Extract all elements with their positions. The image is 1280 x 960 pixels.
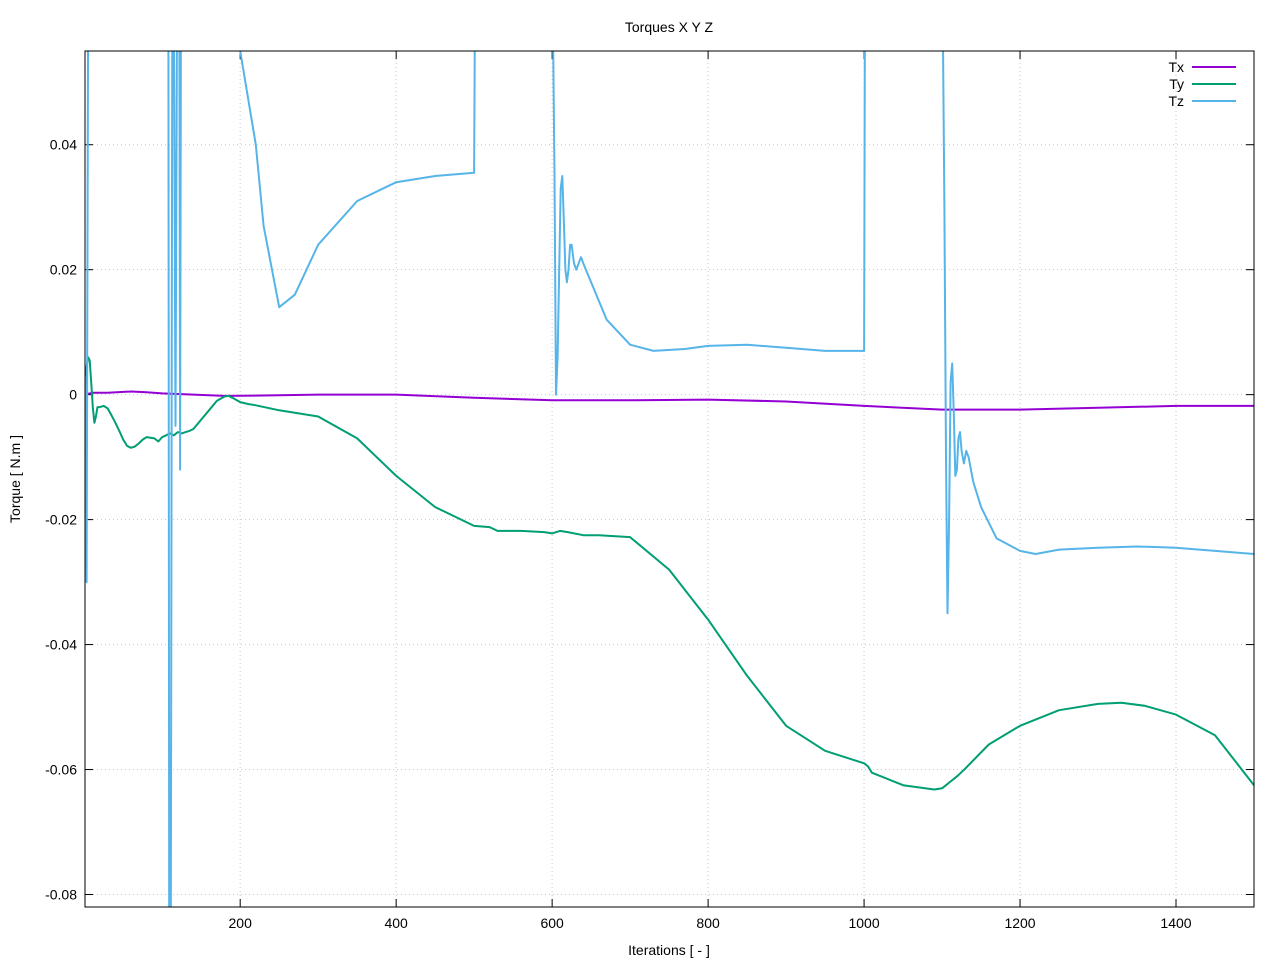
x-tick-label: 600 (540, 915, 564, 931)
grid (85, 51, 1254, 907)
x-tick-label: 1200 (1004, 915, 1035, 931)
y-tick-label: 0.04 (50, 137, 77, 153)
x-axis-label: Iterations [ - ] (628, 942, 710, 958)
chart-title: Torques X Y Z (625, 19, 714, 35)
series-line-ty (85, 356, 1254, 791)
x-tick-label: 400 (384, 915, 408, 931)
legend-label-ty: Ty (1169, 76, 1184, 92)
y-tick-label: -0.08 (45, 887, 77, 903)
series-group (85, 51, 1254, 907)
plot-border (84, 50, 1255, 908)
legend-label-tx: Tx (1168, 59, 1184, 75)
y-tick-label: 0.02 (50, 262, 77, 278)
y-tick-label: -0.06 (45, 762, 77, 778)
y-tick-label: -0.04 (45, 637, 77, 653)
series-line-tx (85, 390, 1254, 411)
y-tick-label: -0.02 (45, 512, 77, 528)
legend-label-tz: Tz (1168, 93, 1184, 109)
series-line-tz (85, 51, 1254, 907)
x-tick-label: 1400 (1160, 915, 1191, 931)
x-tick-label: 800 (696, 915, 720, 931)
x-tick-label: 200 (229, 915, 253, 931)
y-axis-label: Torque [ N.m ] (7, 435, 23, 523)
axes: 200 400 600 800 1000 1200 1400 0.04 0.02 0 -0.02 -0… (45, 51, 1254, 931)
x-tick-label: 1000 (848, 915, 879, 931)
y-tick-label: 0 (69, 387, 77, 403)
